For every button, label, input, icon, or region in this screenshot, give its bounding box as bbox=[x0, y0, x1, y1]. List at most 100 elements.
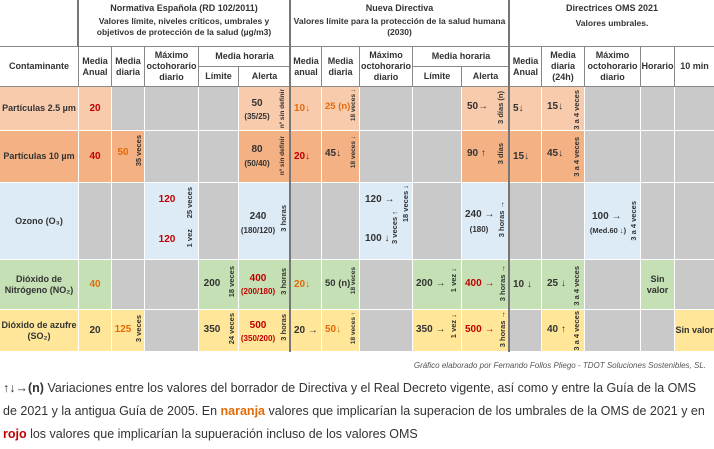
pollutant-no2: Dióxido de Nitrógeno (NO₂) bbox=[0, 260, 79, 310]
comparison-table: Normativa Española (RD 102/2011) Valores… bbox=[0, 0, 714, 352]
oms-so2-diaria-note: 3 a 4 veces bbox=[572, 311, 581, 351]
rd-o3-octo2-note: 1 vez bbox=[185, 229, 194, 248]
rd-pm10-alerta: 80 bbox=[251, 144, 263, 155]
empty-cell bbox=[510, 310, 542, 352]
oms-pm10-diaria-note: 3 a 4 veces bbox=[572, 137, 581, 177]
group-subtitle-nd: Valores límite para la protección de la … bbox=[293, 16, 506, 37]
rd-so2-alerta-sub: (350/200) bbox=[240, 334, 276, 343]
nd-pm25-diaria-cell: 25 (n) 18 veces ↓ bbox=[322, 87, 360, 131]
rd-so2-diaria: 125 bbox=[114, 324, 132, 335]
rd-no2-limite: 200 bbox=[203, 278, 221, 289]
rd-so2-limite-cell: 350 24 veces bbox=[199, 310, 239, 352]
rd-no2-limite-note: 18 veces bbox=[227, 266, 236, 298]
col-nd-maximo-octohorario: Máximo octohorario diario bbox=[360, 47, 413, 87]
empty-cell bbox=[641, 87, 675, 131]
oms-no2-anual: 10 ↓ bbox=[510, 260, 542, 310]
empty-cell bbox=[199, 183, 239, 260]
oms-so2-diaria: 40 ↑ bbox=[547, 324, 566, 335]
oms-no2-diaria-note: 3 a 4 veces bbox=[572, 266, 581, 306]
oms-so2-diaria-cell: 40 ↑ 3 a 4 veces bbox=[542, 310, 585, 352]
rd-pm10-alerta-note: nº sin definir bbox=[279, 136, 286, 176]
rd-pm25-alerta: 50 bbox=[251, 98, 263, 109]
rd-pm10-diaria-cell: 50 35 veces bbox=[112, 131, 145, 183]
nd-no2-alerta: 400 → bbox=[465, 278, 495, 289]
group-separator bbox=[508, 0, 510, 352]
empty-cell bbox=[360, 260, 413, 310]
legend-arrows: ↑↓→(n) bbox=[3, 381, 44, 395]
nd-so2-limite-note: 1 vez ↓ bbox=[449, 314, 458, 339]
col-nd-media-diaria: Media diaria bbox=[322, 47, 360, 87]
rd-so2-alerta: 500 bbox=[249, 320, 267, 331]
empty-cell bbox=[360, 310, 413, 352]
nd-so2-alerta-cell: 500 → 3 horas → bbox=[462, 310, 510, 352]
group-subtitle-rd: Valores límite, niveles críticos, umbral… bbox=[96, 16, 272, 37]
nd-pm25-alerta-cell: 50→ 3 días (n) bbox=[462, 87, 510, 131]
empty-cell bbox=[675, 260, 714, 310]
nd-o3-octo1-note: 18 veces ↓ bbox=[401, 185, 410, 223]
empty-cell bbox=[675, 183, 714, 260]
oms-o3-octo-sub: (Med.60 ↓) bbox=[589, 226, 627, 235]
pollutant-o3: Ozono (O₃) bbox=[0, 183, 79, 260]
rd-o3-alerta-note: 3 horas bbox=[279, 205, 288, 232]
nd-pm10-diaria: 45↓ bbox=[325, 148, 342, 159]
empty-cell bbox=[145, 260, 199, 310]
empty-cell bbox=[542, 183, 585, 260]
col-rd-alerta: Alerta bbox=[239, 67, 291, 87]
group-title-nd: Nueva Directiva bbox=[365, 3, 434, 13]
empty-cell bbox=[585, 87, 641, 131]
group-separator bbox=[289, 0, 291, 352]
rd-no2-alerta-note: 3 horas bbox=[279, 268, 288, 295]
nd-no2-limite-note: 1 vez ↓ bbox=[449, 268, 458, 293]
group-header-rd: Normativa Española (RD 102/2011) Valores… bbox=[79, 0, 291, 47]
oms-pm25-anual: 5↓ bbox=[510, 87, 542, 131]
nd-so2-alerta: 500 → bbox=[465, 324, 495, 335]
legend-text-2: valores que implicarían la superacion de… bbox=[265, 404, 705, 418]
legend-text-1: Variaciones entre los valores del borrad… bbox=[3, 381, 697, 418]
rd-so2-diaria-note: 3 veces bbox=[134, 315, 143, 343]
empty-cell bbox=[145, 131, 199, 183]
rd-o3-alerta-cell: 240 (180/120) 3 horas bbox=[239, 183, 291, 260]
group-header-nd: Nueva Directiva Valores límite para la p… bbox=[291, 0, 510, 47]
col-nd-media-anual: Media anual bbox=[291, 47, 322, 87]
rd-no2-alerta-cell: 400 (200/180) 3 horas bbox=[239, 260, 291, 310]
empty-cell bbox=[585, 131, 641, 183]
oms-no2-diaria-cell: 25 ↓ 3 a 4 veces bbox=[542, 260, 585, 310]
nd-pm25-anual: 10↓ bbox=[291, 87, 322, 131]
col-rd-media-anual: Media Anual bbox=[79, 47, 112, 87]
empty-cell bbox=[145, 87, 199, 131]
col-rd-media-horaria: Media horaria bbox=[199, 47, 291, 67]
oms-pm10-diaria: 45↓ bbox=[547, 148, 564, 159]
rd-o3-octo1: 120 bbox=[158, 194, 176, 205]
empty-cell bbox=[322, 183, 360, 260]
nd-pm25-alerta-note: 3 días (n) bbox=[496, 91, 505, 124]
rd-so2-anual: 20 bbox=[79, 310, 112, 352]
nd-o3-octo1: 120 → bbox=[365, 194, 395, 205]
col-nd-alerta: Alerta bbox=[462, 67, 510, 87]
rd-no2-anual: 40 bbox=[79, 260, 112, 310]
nd-pm25-diaria: 25 (n) bbox=[325, 101, 351, 112]
nd-so2-diaria-cell: 50↓ 18 veces ↑ bbox=[322, 310, 360, 352]
empty-cell bbox=[413, 131, 462, 183]
nd-no2-anual: 20↓ bbox=[291, 260, 322, 310]
empty-cell bbox=[112, 87, 145, 131]
corner-blank bbox=[0, 0, 79, 47]
rd-pm25-alerta-note: nº sin definir bbox=[279, 89, 286, 129]
empty-cell bbox=[360, 131, 413, 183]
empty-cell bbox=[413, 183, 462, 260]
rd-pm10-alerta-cell: 80 (50/40) nº sin definir bbox=[239, 131, 291, 183]
legend-naranja: naranja bbox=[220, 404, 265, 418]
nd-no2-limite-cell: 200 → 1 vez ↓ bbox=[413, 260, 462, 310]
nd-pm10-alerta-cell: 90 ↑ 3 días bbox=[462, 131, 510, 183]
col-contaminante: Contaminante bbox=[0, 47, 79, 87]
rd-pm10-diaria: 50 bbox=[117, 147, 129, 158]
oms-o3-octo-note: 3 a 4 veces bbox=[629, 201, 638, 241]
rd-o3-alerta-sub: (180/120) bbox=[240, 226, 276, 235]
empty-cell bbox=[360, 87, 413, 131]
nd-o3-alerta: 240 → bbox=[465, 209, 495, 220]
empty-cell bbox=[145, 310, 199, 352]
pollutant-pm10: Partículas 10 µm bbox=[0, 131, 79, 183]
empty-cell bbox=[112, 260, 145, 310]
rd-pm25-anual: 20 bbox=[79, 87, 112, 131]
rd-no2-limite-cell: 200 18 veces bbox=[199, 260, 239, 310]
nd-pm10-anual: 20↓ bbox=[291, 131, 322, 183]
